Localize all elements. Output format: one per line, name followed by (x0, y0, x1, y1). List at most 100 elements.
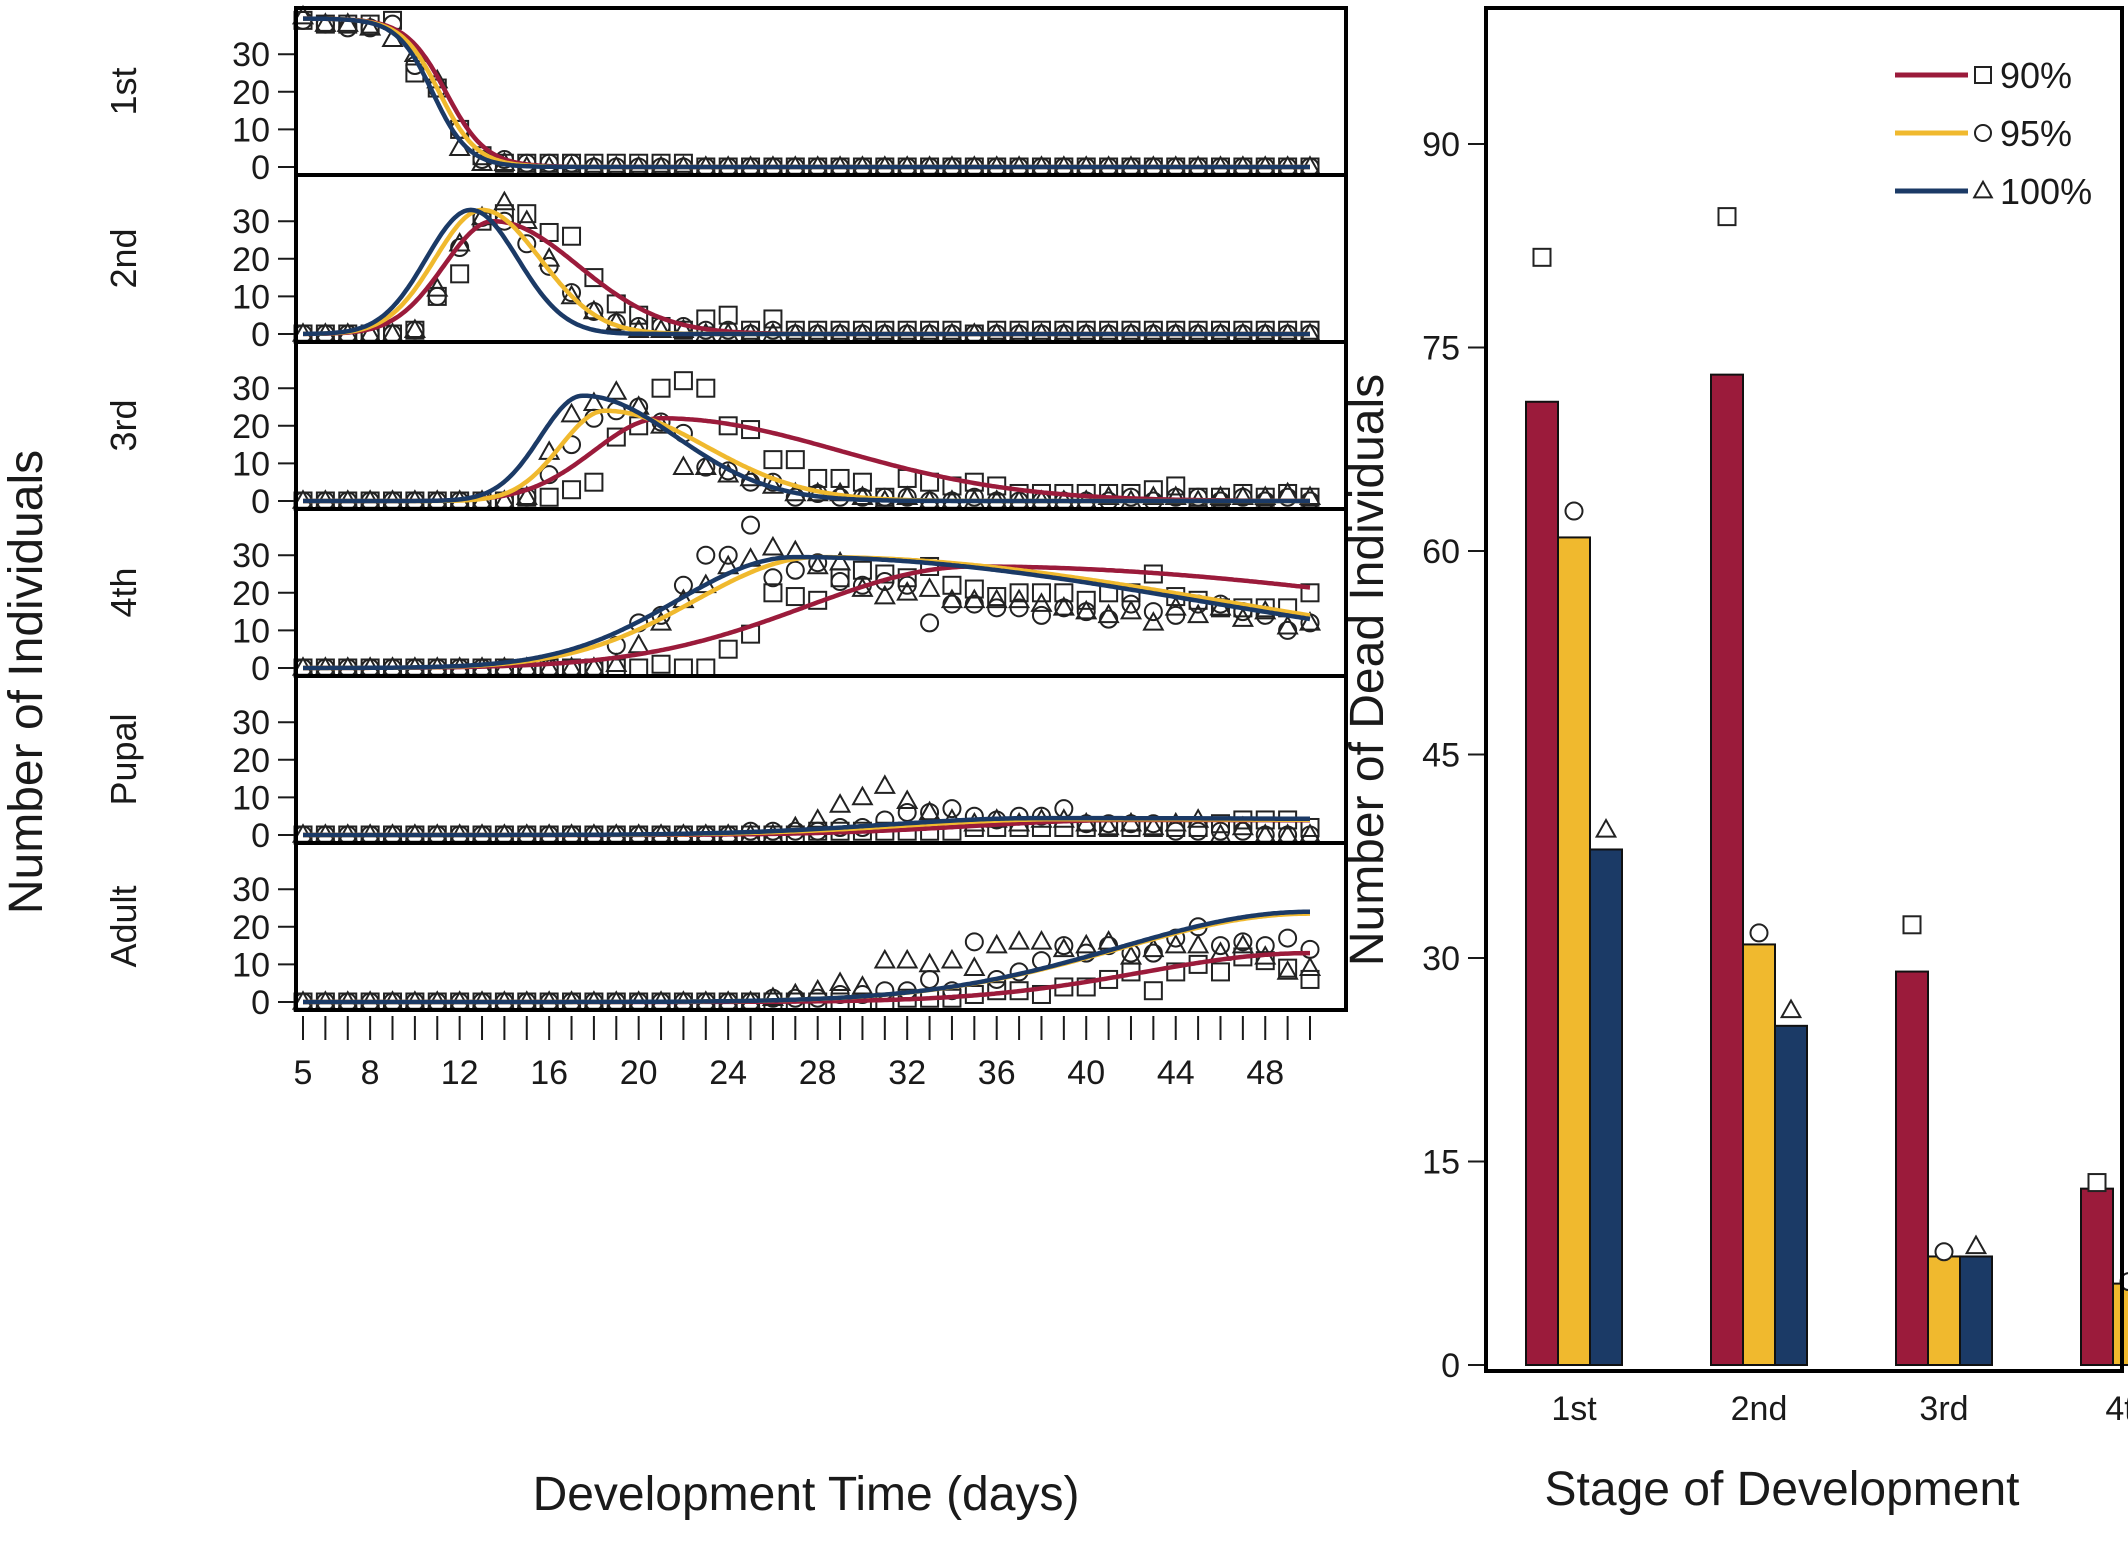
data-point-s95 (964, 487, 984, 507)
data-point-s100 (1298, 485, 1322, 506)
bar-s90 (1710, 373, 1744, 1366)
data-point-s90 (763, 450, 783, 470)
data-point-s100 (940, 588, 964, 609)
legend-label: 90% (2000, 55, 2072, 96)
fit-line-s90 (302, 16, 1311, 170)
y-tick-label: 10 (232, 612, 270, 650)
data-point-s90 (808, 468, 828, 488)
data-point-s100 (918, 952, 941, 973)
bar-s100 (1959, 1255, 1993, 1367)
bar-s90 (1895, 970, 1929, 1366)
data-point-s95 (1278, 620, 1298, 640)
bar-s95 (1742, 943, 1776, 1367)
data-point-s95 (562, 283, 582, 303)
legend-label: 95% (2000, 113, 2072, 154)
data-point-s100 (1298, 956, 1322, 976)
data-point-s100 (1097, 815, 1120, 836)
data-point-s90 (852, 472, 872, 492)
fit-line-s95 (302, 207, 1311, 337)
data-point-s100 (1008, 588, 1031, 609)
data-point-s100 (493, 190, 516, 211)
x-tick-label: 16 (530, 1054, 568, 1092)
fit-line-s100 (302, 815, 1311, 838)
y-tick-label: 20 (232, 742, 270, 780)
data-point-s90 (1210, 962, 1230, 982)
data-point-s90 (696, 658, 716, 678)
fit-line-s100 (302, 554, 1311, 671)
y-tick-label: 60 (1422, 533, 1460, 571)
data-point-s100 (918, 577, 941, 597)
y-tick-label: 0 (251, 817, 270, 855)
observed-marker-s90 (2087, 1173, 2107, 1193)
data-point-s90 (763, 309, 783, 329)
x-tick-label: 20 (620, 1054, 658, 1092)
data-point-s100 (403, 318, 426, 339)
data-point-s100 (1142, 485, 1165, 506)
y-tick-label: 0 (251, 483, 270, 521)
y-tick-label: 10 (232, 946, 270, 984)
data-point-s100 (1164, 596, 1187, 616)
data-point-s100 (873, 948, 896, 969)
data-point-s100 (1298, 611, 1322, 631)
data-point-s95 (562, 153, 582, 173)
bar-s95 (1927, 1255, 1961, 1367)
data-point-s90 (1054, 583, 1074, 603)
observed-marker-s90 (1902, 915, 1922, 935)
y-tick-label: 75 (1422, 330, 1460, 368)
data-point-s100 (560, 402, 583, 423)
data-point-s100 (582, 391, 605, 412)
data-point-s100 (1164, 933, 1187, 954)
data-point-s95 (1210, 936, 1230, 956)
data-point-s100 (426, 277, 449, 297)
data-point-s90 (1076, 590, 1096, 610)
data-point-s100 (1231, 485, 1254, 506)
legend-marker-s95 (1974, 124, 1992, 142)
y-tick-label: 20 (232, 74, 270, 112)
panel-frame (294, 173, 1348, 344)
data-point-s100 (1142, 815, 1165, 836)
data-point-s100 (538, 246, 561, 267)
data-point-s95 (808, 553, 828, 573)
data-point-s100 (896, 580, 919, 601)
data-point-s90 (651, 654, 671, 674)
data-point-s90 (1076, 977, 1096, 997)
data-point-s100 (1142, 937, 1165, 958)
data-point-s95 (830, 572, 850, 592)
data-point-s95 (1233, 821, 1253, 841)
data-point-s95 (539, 153, 559, 173)
data-point-s100 (672, 318, 695, 339)
data-point-s90 (539, 487, 559, 507)
left-xlabel: Development Time (days) (533, 1468, 1080, 1521)
data-point-s90 (718, 639, 738, 659)
data-point-s90 (1210, 814, 1230, 834)
y-tick-label: 10 (232, 278, 270, 316)
bar-s95 (1557, 536, 1591, 1366)
observed-marker-s100 (1779, 998, 1803, 1019)
fit-line-s100 (302, 16, 1311, 170)
y-tick-label: 30 (232, 203, 270, 241)
data-point-s95 (1210, 821, 1230, 841)
y-tick-label: 0 (251, 984, 270, 1022)
data-point-s95 (1143, 602, 1163, 622)
data-point-s90 (785, 450, 805, 470)
data-point-s100 (806, 808, 829, 828)
data-point-s100 (1209, 485, 1232, 506)
data-point-s95 (785, 560, 805, 580)
data-point-s95 (1099, 814, 1119, 834)
data-point-s90 (629, 658, 649, 678)
data-point-s100 (1187, 933, 1210, 954)
x-category-label: 1st (1551, 1390, 1597, 1428)
data-point-s100 (1187, 603, 1210, 624)
y-tick-label: 20 (232, 575, 270, 613)
data-point-s100 (1075, 933, 1098, 954)
x-category-label: 3rd (1919, 1390, 1968, 1428)
data-point-s90 (1143, 981, 1163, 1001)
data-point-s90 (830, 568, 850, 588)
data-point-s90 (562, 480, 582, 500)
data-point-s95 (673, 575, 693, 595)
legend-label: 100% (2000, 171, 2092, 212)
data-point-s95 (763, 320, 783, 340)
data-point-s100 (1254, 485, 1277, 506)
